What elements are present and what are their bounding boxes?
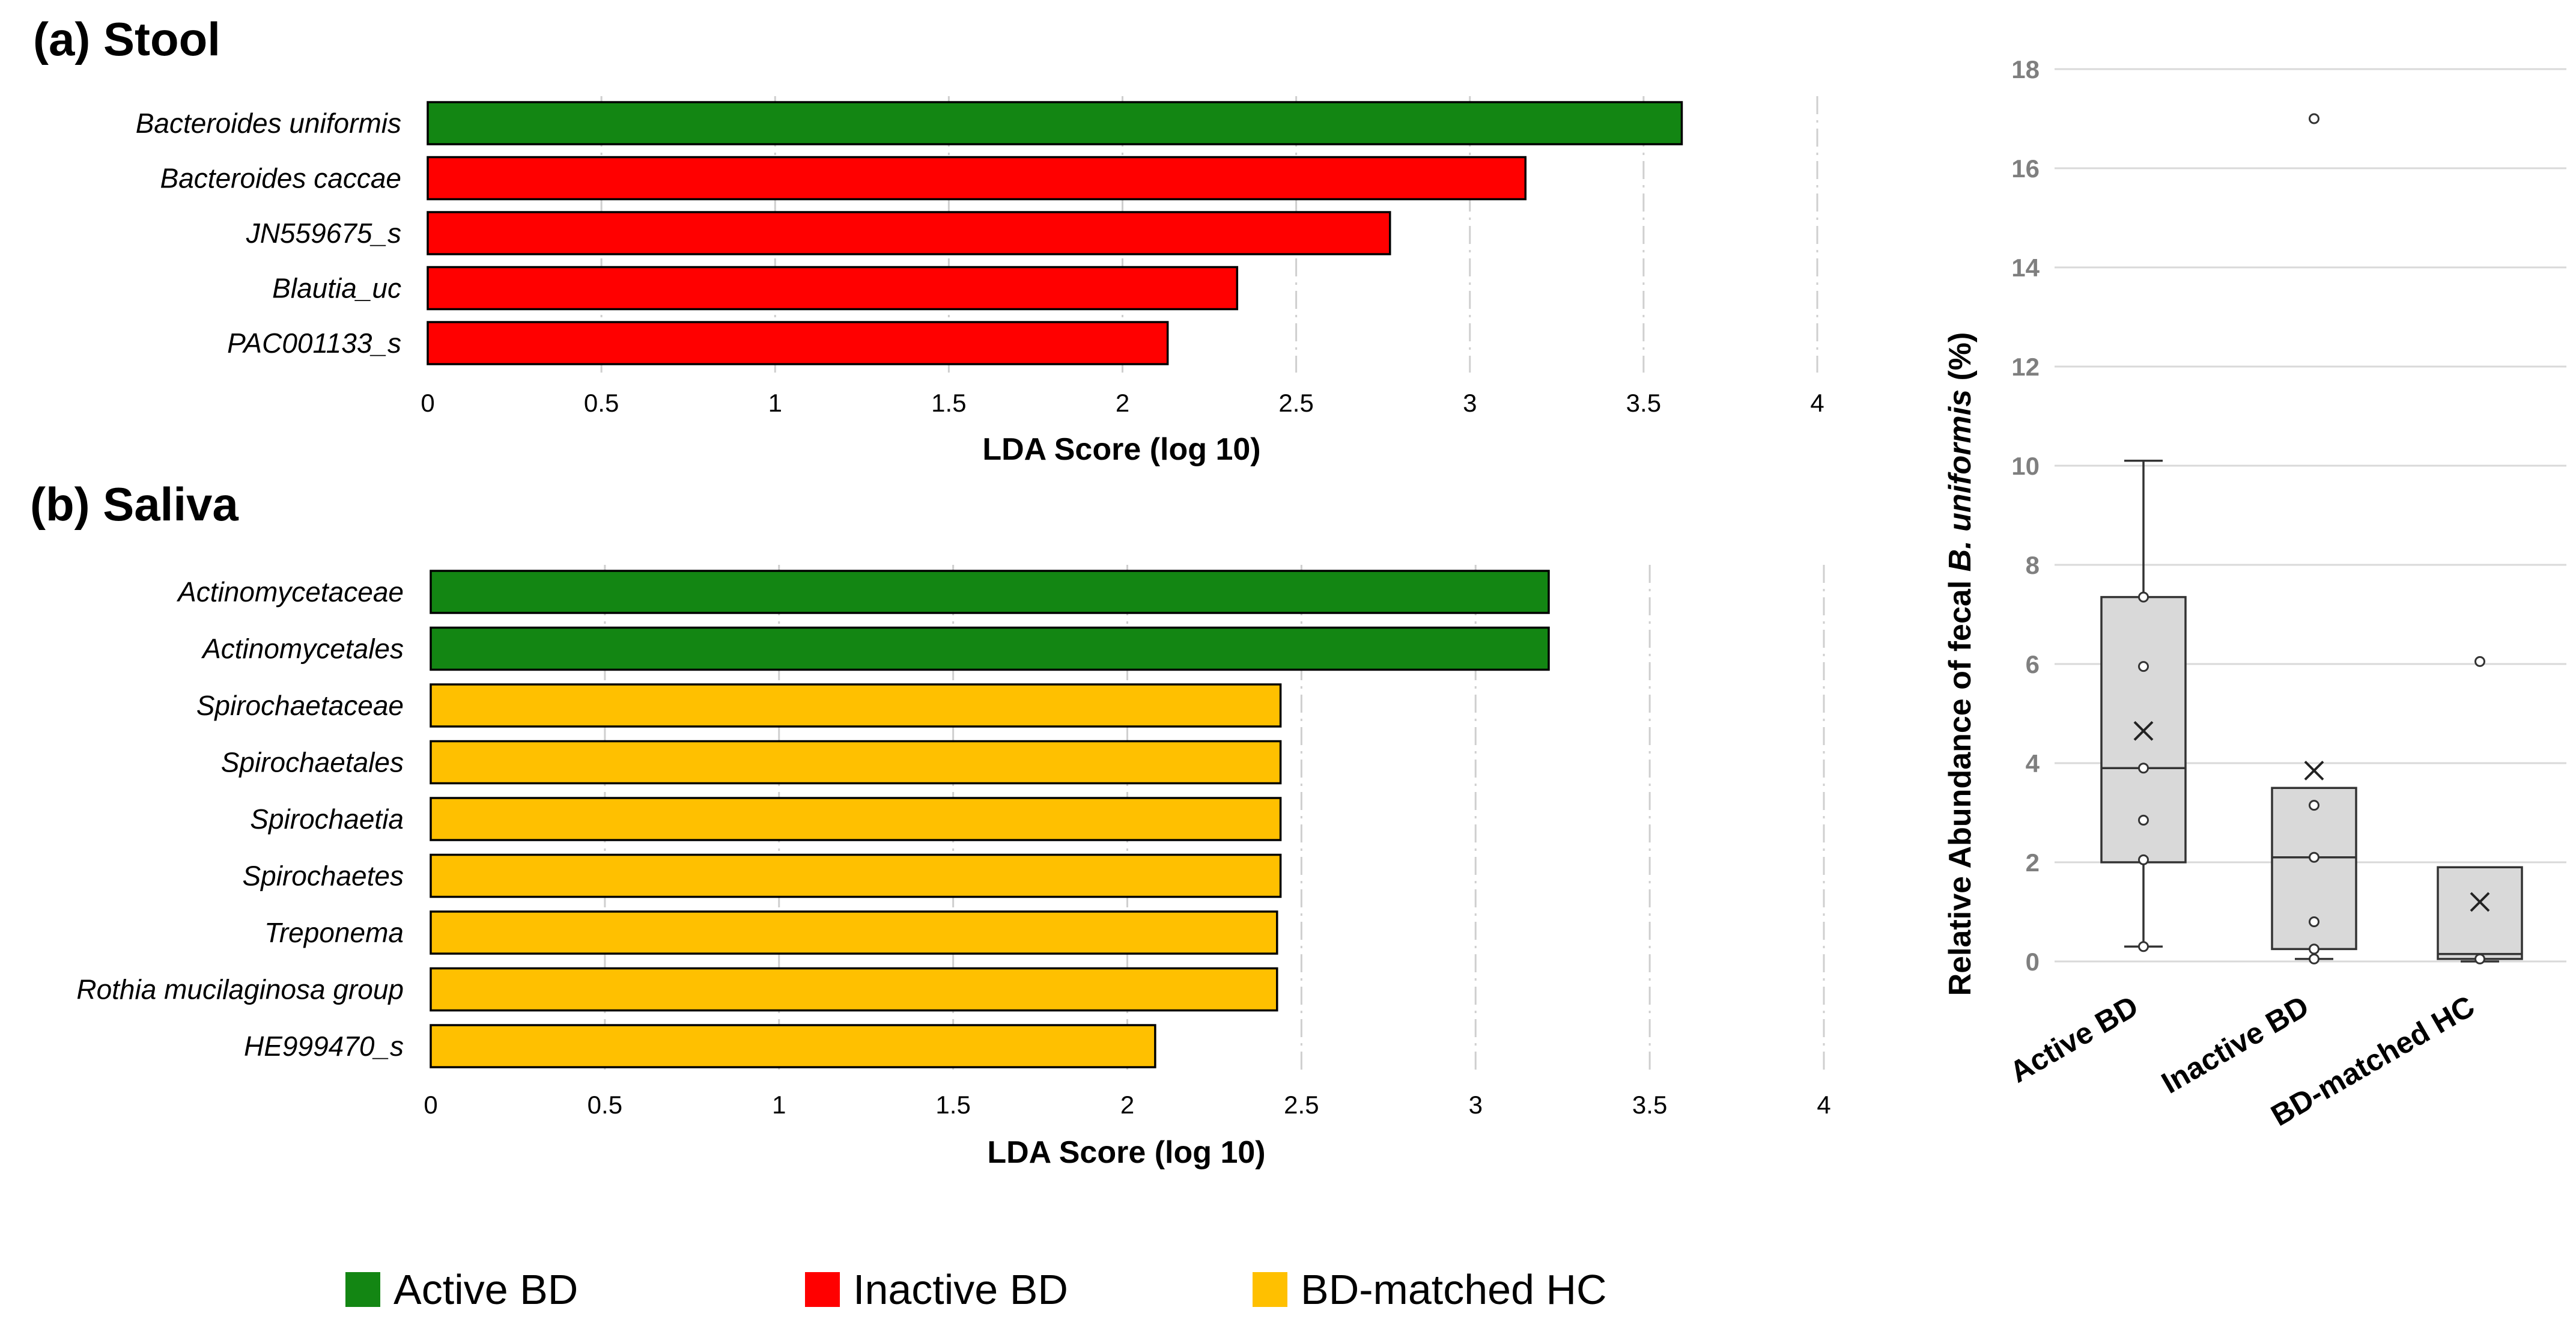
boxplot-y-tick-12: 12: [2011, 353, 2040, 381]
mean-marker-inactive-bd: [2304, 760, 2324, 781]
data-point-active-bd-5: [2138, 591, 2149, 603]
mean-marker-active-bd: [2133, 720, 2154, 741]
b-category-spirochaetia: Spirochaetia: [250, 803, 404, 835]
boxplot-y-tick-2: 2: [2026, 848, 2040, 877]
b-bar-spirochaetes: [430, 853, 1282, 898]
b-category-treponema: Treponema: [264, 917, 404, 948]
b-x-tick-3-5: 3.5: [1632, 1091, 1667, 1119]
b-x-tick-4: 4: [1817, 1091, 1830, 1119]
b-x-tick-1-5: 1.5: [935, 1091, 970, 1119]
saliva-lda-chart: (b) Saliva Actinomycetaceae Actinomycetal…: [30, 478, 1831, 1170]
b-x-tick-2-5: 2.5: [1284, 1091, 1319, 1119]
legend-label-active-bd: Active BD: [393, 1266, 578, 1313]
a-x-tick-3: 3: [1463, 389, 1477, 417]
a-category-bacteroides-caccae: Bacteroides caccae: [160, 163, 401, 194]
b-bar-actinomycetaceae: [430, 570, 1550, 614]
saliva-x-axis-title: LDA Score (log 10): [987, 1135, 1265, 1170]
boxplot-y-tick-14: 14: [2011, 254, 2040, 282]
a-bar-bacteroides-caccae: [427, 156, 1527, 201]
b-bar-rothia-mucilaginosa-group: [430, 967, 1278, 1012]
b-x-tick-2: 2: [1120, 1091, 1134, 1119]
data-point-active-bd-1: [2138, 854, 2149, 865]
b-bar-spirochaetaceae: [430, 683, 1282, 728]
data-point-active-bd-3: [2138, 763, 2149, 774]
data-point-bd-matched-hc-1: [2474, 656, 2485, 667]
legend-swatch-inactive-bd: [805, 1272, 840, 1307]
boxplot-y-tick-6: 6: [2026, 650, 2040, 678]
b-category-rothia-mucilaginosa-group: Rothia mucilaginosa group: [76, 974, 404, 1005]
box-bd-matched-hc: [2437, 656, 2523, 964]
legend-swatch-bd-matched-hc: [1253, 1272, 1287, 1307]
data-point-bd-matched-hc-0: [2474, 953, 2485, 964]
boxplot-y-axis-title: Relative Abundance of fecal B. uniformis…: [1943, 332, 1978, 996]
stool-panel-title: (a) Stool: [33, 13, 220, 65]
b-category-he999470-s: HE999470_s: [244, 1031, 404, 1062]
a-bar-jn559675-s: [427, 211, 1391, 255]
data-point-active-bd-0: [2138, 941, 2149, 952]
boxplot-y-tick-18: 18: [2011, 55, 2040, 84]
data-point-inactive-bd-2: [2309, 916, 2319, 927]
b-x-tick-1: 1: [772, 1091, 786, 1119]
a-x-tick-3-5: 3.5: [1626, 389, 1661, 417]
stool-x-axis-title: LDA Score (log 10): [982, 432, 1260, 467]
box-active-bd: [2100, 460, 2187, 952]
data-point-inactive-bd-0: [2309, 953, 2319, 964]
b-bar-spirochaetales: [430, 740, 1282, 785]
box-inactive-bd: [2271, 113, 2357, 964]
a-x-tick-1-5: 1.5: [931, 389, 966, 417]
b-bar-he999470-s: [430, 1024, 1156, 1068]
data-point-inactive-bd-1: [2309, 943, 2319, 955]
legend: Active BD Inactive BD BD-matched HC: [345, 1266, 1607, 1313]
mean-marker-bd-matched-hc: [2470, 892, 2490, 912]
legend-label-bd-matched-hc: BD-matched HC: [1301, 1266, 1607, 1313]
a-x-tick-0: 0: [421, 389, 434, 417]
legend-label-inactive-bd: Inactive BD: [853, 1266, 1068, 1313]
a-x-tick-2-5: 2.5: [1278, 389, 1313, 417]
boxplot-y-tick-16: 16: [2011, 154, 2040, 183]
boxplot-y-tick-0: 0: [2026, 948, 2040, 976]
boxplot-category-inactive-bd: Inactive BD: [2156, 989, 2315, 1100]
a-category-bacteroides-uniformis: Bacteroides uniformis: [136, 108, 401, 139]
b-category-spirochaetes: Spirochaetes: [243, 860, 404, 892]
b-category-spirochaetales: Spirochaetales: [221, 747, 404, 778]
data-point-active-bd-4: [2138, 661, 2149, 672]
boxplot-y-tick-4: 4: [2026, 749, 2040, 778]
a-bar-pac001133-s: [427, 321, 1169, 365]
b-category-spirochaetaceae: Spirochaetaceae: [196, 690, 404, 721]
b-x-tick-0-5: 0.5: [588, 1091, 622, 1119]
data-point-inactive-bd-4: [2309, 800, 2319, 811]
boxplot-y-tick-10: 10: [2011, 452, 2040, 480]
saliva-panel-title: (b) Saliva: [30, 478, 238, 531]
boxplot-category-active-bd: Active BD: [2004, 989, 2144, 1089]
a-category-pac001133-s: PAC001133_s: [227, 327, 401, 359]
a-bar-bacteroides-uniformis: [427, 101, 1683, 145]
data-point-inactive-bd-3: [2309, 851, 2319, 863]
box-iqr-bd-matched-hc: [2437, 866, 2523, 960]
a-x-tick-1: 1: [768, 389, 782, 417]
a-category-blautia-uc: Blautia_uc: [272, 273, 401, 304]
b-x-tick-0: 0: [424, 1091, 437, 1119]
b-bar-spirochaetia: [430, 797, 1282, 841]
a-bar-blautia-uc: [427, 266, 1239, 311]
stool-lda-chart: (a) Stool Bacteroides uniformis Bacteroid…: [33, 13, 1824, 467]
b-bar-actinomycetales: [430, 626, 1550, 671]
b-x-tick-3: 3: [1469, 1091, 1483, 1119]
data-point-inactive-bd-5: [2309, 113, 2319, 124]
a-x-tick-0-5: 0.5: [584, 389, 619, 417]
a-x-tick-4: 4: [1810, 389, 1824, 417]
b-bar-treponema: [430, 910, 1278, 955]
a-x-tick-2: 2: [1116, 389, 1129, 417]
legend-swatch-active-bd: [345, 1272, 380, 1307]
b-category-actinomycetaceae: Actinomycetaceae: [176, 576, 404, 608]
data-point-active-bd-2: [2138, 814, 2149, 826]
b-category-actinomycetales: Actinomycetales: [201, 633, 404, 665]
boxplot-y-tick-8: 8: [2026, 551, 2040, 579]
a-category-jn559675-s: JN559675_s: [246, 218, 401, 249]
